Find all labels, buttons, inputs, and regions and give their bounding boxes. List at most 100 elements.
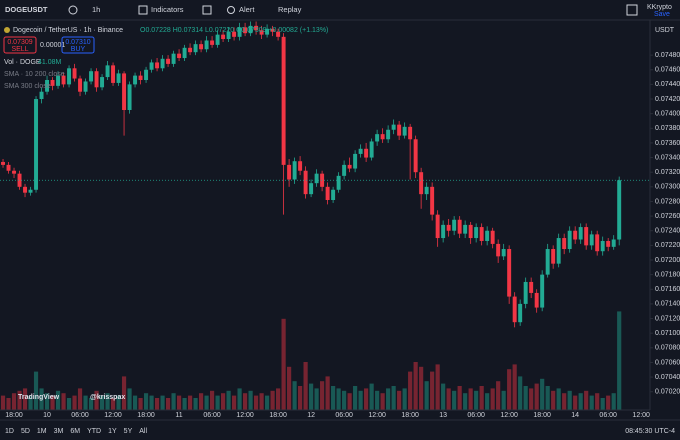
candle-body <box>617 180 622 240</box>
volume-bar <box>138 398 143 410</box>
volume-bar <box>347 393 352 410</box>
volume-bar <box>375 390 380 410</box>
x-tick-label: 18:00 <box>137 412 155 419</box>
candle-body <box>276 31 281 37</box>
volume-bar <box>121 376 127 410</box>
volume-bar <box>617 311 622 410</box>
volume-bar <box>55 390 61 410</box>
candle-body <box>259 30 264 35</box>
volume-bar <box>61 393 66 410</box>
sell-button[interactable] <box>3 36 37 54</box>
symbol-button[interactable]: DOGEUSDT <box>5 5 48 14</box>
candle-body <box>457 219 462 234</box>
range-button[interactable]: 1Y <box>108 428 117 435</box>
candle-body <box>243 27 248 34</box>
candle-body <box>281 36 286 165</box>
interval-button[interactable]: 1h <box>92 5 100 14</box>
candle-body <box>116 73 121 83</box>
volume-bar <box>325 376 330 410</box>
candle-body <box>34 99 39 190</box>
candle-body <box>551 249 556 264</box>
volume-bar <box>17 390 22 410</box>
volume-bar <box>545 386 550 410</box>
y-tick-label: 0.07440 <box>655 81 680 88</box>
volume-bar <box>165 398 171 410</box>
volume-bar <box>11 393 17 410</box>
candle-body <box>45 80 50 92</box>
y-tick-label: 0.07060 <box>655 359 680 366</box>
candle-body <box>111 65 116 83</box>
candle-body <box>545 249 550 275</box>
candle-body <box>353 153 358 169</box>
range-button[interactable]: All <box>139 428 147 435</box>
candle-body <box>380 134 385 140</box>
coin-icon <box>4 27 10 33</box>
candle-body <box>17 173 22 187</box>
range-button[interactable]: YTD <box>87 428 101 435</box>
volume-bar <box>220 393 226 410</box>
candle-body <box>237 27 242 37</box>
y-tick-label: 0.07380 <box>655 125 680 132</box>
range-button[interactable]: 3M <box>54 428 64 435</box>
sma-legend: SMA 300 close <box>4 83 51 90</box>
volume-bar <box>6 398 11 410</box>
candle-body <box>556 238 561 264</box>
alert-button[interactable]: Alert <box>239 5 255 14</box>
save-button[interactable]: Save <box>654 11 670 18</box>
volume-bar <box>496 381 501 410</box>
volume-bar <box>204 395 209 410</box>
candle-body <box>94 71 99 88</box>
volume-bar <box>490 388 495 410</box>
volume-bar <box>397 390 402 410</box>
volume-bar <box>408 371 413 410</box>
volume-bar <box>160 395 165 410</box>
candle-body <box>50 80 55 86</box>
candle-body <box>589 234 594 246</box>
range-button[interactable]: 1M <box>37 428 47 435</box>
volume-bar <box>22 388 28 410</box>
candle-body <box>468 224 473 239</box>
x-tick-label: 12:00 <box>500 412 518 419</box>
indicators-button[interactable]: Indicators <box>151 5 184 14</box>
y-tick-label: 0.07080 <box>655 345 680 352</box>
volume-bar <box>446 388 451 410</box>
candle-body <box>485 230 490 241</box>
volume-bar <box>474 390 479 410</box>
candle-body <box>144 69 149 80</box>
x-tick-label: 12:00 <box>632 412 650 419</box>
candle-body <box>479 227 484 241</box>
volume-bar <box>143 393 149 410</box>
y-tick-label: 0.07480 <box>655 52 680 59</box>
user-name[interactable]: KKrypto <box>647 4 672 11</box>
volume-bar <box>551 390 556 410</box>
candle-body <box>342 164 347 176</box>
range-button[interactable]: 5D <box>21 428 30 435</box>
candle-body <box>391 124 396 130</box>
candle-body <box>347 164 352 169</box>
compare-icon[interactable] <box>68 5 78 15</box>
buy-price: 0.07310 <box>65 39 90 46</box>
range-button[interactable]: 6M <box>70 428 80 435</box>
y-tick-label: 0.07120 <box>655 315 680 322</box>
volume-bar <box>611 393 616 410</box>
buy-button[interactable] <box>61 36 95 54</box>
volume-bar <box>391 386 396 410</box>
volume-bar <box>358 390 363 410</box>
candle-body <box>446 224 451 231</box>
x-tick-label: 18:00 <box>5 412 23 419</box>
volume-bar <box>270 390 275 410</box>
range-button[interactable]: 5Y <box>124 428 133 435</box>
candle-body <box>331 189 336 200</box>
volume-bar <box>507 369 512 410</box>
candle-body <box>496 243 501 257</box>
layout-icon[interactable] <box>626 4 638 16</box>
replay-button[interactable]: Replay <box>278 5 302 14</box>
volume-bar <box>424 381 429 410</box>
chart-area <box>0 21 650 410</box>
candle-body <box>424 186 429 195</box>
templates-icon[interactable] <box>202 5 212 15</box>
candle-body <box>160 58 165 69</box>
x-tick-label: 06:00 <box>335 412 353 419</box>
volume-bar <box>265 395 270 410</box>
range-button[interactable]: 1D <box>5 428 14 435</box>
